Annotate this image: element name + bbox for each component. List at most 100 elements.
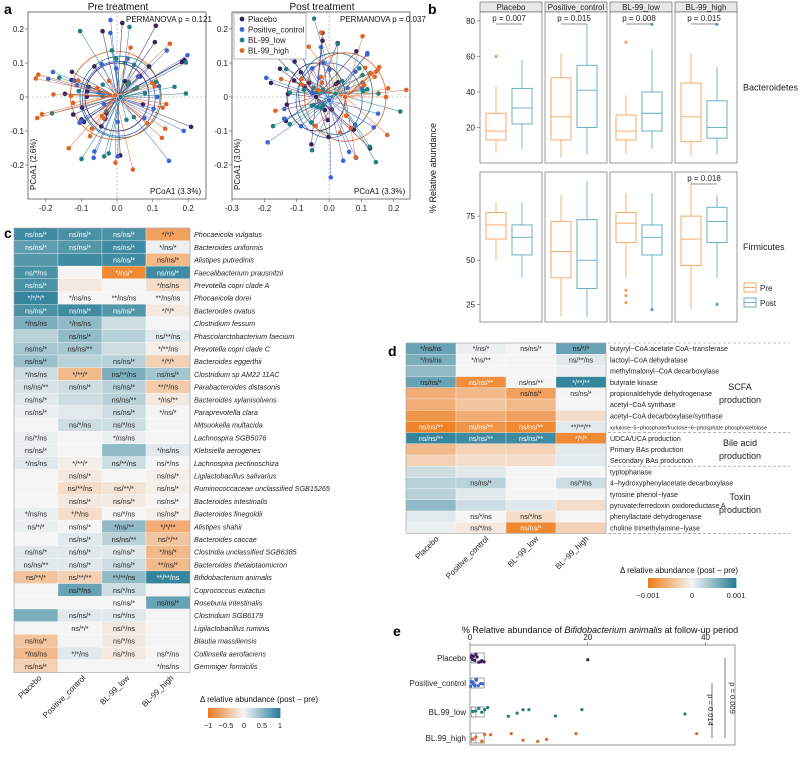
cell-label: ns/**/ns bbox=[112, 459, 137, 468]
colorbar-segment bbox=[661, 578, 664, 588]
category-label: BL.99_low bbox=[429, 708, 467, 717]
cell-label: ns/*/ns bbox=[113, 586, 135, 595]
sample-point bbox=[375, 111, 381, 116]
legend-swatch bbox=[239, 27, 245, 32]
cell-label: */ns/ns bbox=[157, 662, 179, 671]
cell-label: */ns/* bbox=[473, 346, 490, 353]
colorbar-segment bbox=[226, 708, 229, 718]
sample-point bbox=[113, 160, 118, 165]
column-label: BL−99_low bbox=[506, 534, 541, 569]
sample-point bbox=[309, 147, 315, 153]
sample-point bbox=[162, 126, 168, 132]
heat-cell bbox=[405, 387, 457, 400]
sample-point bbox=[268, 80, 274, 86]
sample-point bbox=[313, 123, 318, 129]
box bbox=[641, 224, 663, 256]
y-tick-label: 40 bbox=[466, 88, 475, 97]
cell-label: ns/ns/** bbox=[419, 436, 443, 443]
data-point bbox=[473, 658, 477, 662]
sample-point bbox=[135, 74, 141, 79]
box bbox=[680, 215, 702, 266]
row-label: Bacteroides uniformis bbox=[194, 243, 264, 252]
pre-xlabel: PCoA1 (3.3%) bbox=[150, 187, 201, 196]
sample-point bbox=[309, 142, 314, 147]
panel-a-label: a bbox=[4, 1, 12, 17]
cell-label: */*/* bbox=[162, 230, 175, 239]
colorbar-segment bbox=[254, 708, 257, 718]
sample-point bbox=[327, 67, 332, 72]
heat-cell bbox=[101, 659, 147, 673]
cell-label: */*/* bbox=[162, 357, 175, 366]
row-label: Bacteroides eggerthii bbox=[194, 357, 262, 366]
cell-label: ns/*/ns bbox=[157, 649, 179, 658]
sample-point bbox=[77, 28, 83, 34]
cell-label: ns/ns/* bbox=[157, 370, 179, 379]
colorbar-segment bbox=[236, 708, 239, 718]
heat-cell bbox=[57, 659, 103, 673]
cell-label: ns/ns/* bbox=[69, 230, 91, 239]
row-label: pyruvate:ferredoxin oxidoreductase A bbox=[610, 503, 726, 510]
sample-point bbox=[106, 151, 112, 156]
cell-label: ns/ns/** bbox=[519, 425, 543, 432]
cell-label: ns/ns/* bbox=[25, 243, 47, 252]
panel-a: Pre treatment Post treatment PERMANOVA p… bbox=[10, 2, 426, 213]
spoke-line bbox=[328, 100, 357, 158]
colorbar-segment bbox=[670, 578, 673, 588]
category-label: Positive_control bbox=[410, 679, 467, 688]
p-value-label: p = 0.015 bbox=[557, 14, 591, 23]
heat-cell bbox=[101, 443, 147, 457]
sample-point bbox=[277, 66, 283, 72]
cell-label: */*/* bbox=[162, 306, 175, 315]
cell-label: ns/ns/* bbox=[69, 472, 91, 481]
data-point bbox=[515, 711, 519, 715]
heat-cell bbox=[505, 443, 557, 456]
spoke-line bbox=[41, 95, 116, 115]
cell-label: ns/ns/* bbox=[113, 306, 135, 315]
box bbox=[641, 91, 663, 132]
sample-point bbox=[172, 84, 177, 90]
row-label: Ligilactobacillus salivarius bbox=[194, 472, 277, 481]
y-tick-label: 0 bbox=[224, 93, 229, 102]
row-label: Firmicutes bbox=[743, 242, 785, 252]
heat-cell bbox=[13, 469, 59, 483]
data-point bbox=[506, 714, 510, 718]
row-label: Faecalibacterium prausnitzii bbox=[194, 268, 283, 277]
colorbar-segment bbox=[674, 578, 677, 588]
sample-point bbox=[156, 83, 162, 89]
cell-label: */ns/ns bbox=[420, 357, 442, 364]
spoke-line bbox=[287, 93, 317, 98]
colorbar-segment bbox=[224, 708, 227, 718]
colorbar-tick: 0 bbox=[242, 721, 246, 730]
cell-label: ns/**/* bbox=[114, 484, 134, 493]
p-value-label: p = 0.009 bbox=[728, 682, 737, 714]
cell-label: ns/*/ns bbox=[113, 637, 135, 646]
post-ticks: -0.3 -0.2 -0.1 0.0 0.1 0.2 0.2 0.1 0 -0.1 -0.2 bbox=[214, 25, 400, 213]
sample-point bbox=[76, 78, 81, 83]
colorbar-segment bbox=[705, 578, 708, 588]
colorbar-segment bbox=[725, 578, 728, 588]
spoke-line bbox=[116, 96, 121, 156]
colorbar-segment bbox=[234, 708, 237, 718]
spoke-line bbox=[335, 93, 377, 163]
colorbar-segment bbox=[214, 708, 217, 718]
e-title-species: Bifidobacterium animalis bbox=[564, 625, 662, 635]
spoke-line bbox=[111, 50, 121, 98]
spoke-line bbox=[120, 62, 187, 98]
cell-label: */ns/ns bbox=[25, 319, 47, 328]
sample-point bbox=[101, 154, 107, 159]
heat-cell bbox=[405, 466, 457, 478]
row-label: Lachnospira SGB5076 bbox=[194, 433, 266, 442]
cell-label: ns/*/ns bbox=[113, 421, 135, 430]
data-point bbox=[474, 652, 478, 656]
sample-point bbox=[283, 66, 289, 72]
row-label: Bacteroides ovatus bbox=[194, 306, 256, 315]
box bbox=[615, 114, 637, 141]
group-ellipse bbox=[79, 55, 162, 139]
spoke-line bbox=[328, 100, 350, 152]
x-tick-label: 0.2 bbox=[183, 204, 195, 213]
colorbar-segment bbox=[270, 708, 273, 718]
heat-cell bbox=[145, 621, 191, 635]
spoke-line bbox=[335, 93, 371, 147]
row-label: Alistipes putredinis bbox=[193, 256, 254, 265]
sample-point bbox=[70, 100, 76, 106]
